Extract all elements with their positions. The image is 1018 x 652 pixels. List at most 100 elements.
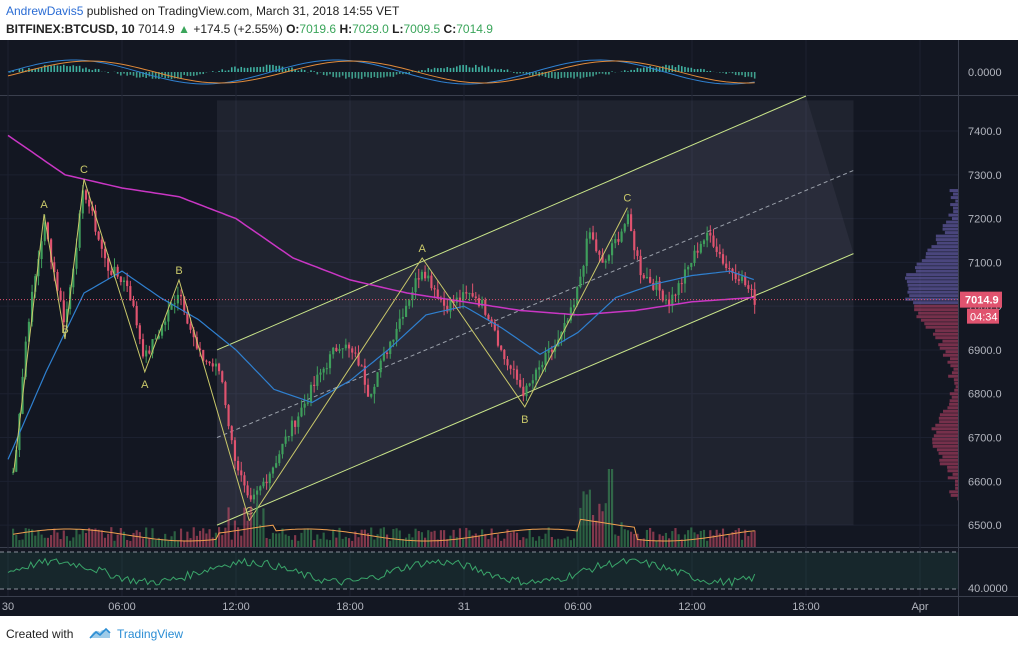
open-value: 7019.6 <box>299 22 337 36</box>
volume-bar <box>18 540 21 547</box>
candle-body <box>278 454 281 464</box>
macd-hist-bar <box>373 72 376 77</box>
time-tick-label: 31 <box>458 601 470 613</box>
candle-body <box>78 213 81 248</box>
volume-bar <box>252 513 256 547</box>
macd-hist-bar <box>313 71 315 72</box>
volume-bar <box>427 530 430 547</box>
macd-hist-bar <box>557 72 559 79</box>
volume-bar <box>243 507 246 547</box>
candle-body <box>294 420 297 427</box>
candle-body <box>582 265 585 277</box>
macd-hist-bar <box>430 69 433 72</box>
macd-hist-bar <box>62 64 65 72</box>
price-tick-label: 7400.0 <box>968 126 1002 138</box>
candle-body <box>620 231 623 242</box>
volume-bar <box>208 529 211 547</box>
volume-bar <box>230 539 233 547</box>
candle-body <box>281 443 284 455</box>
volume-profile-bar <box>942 224 958 228</box>
candle-body <box>595 239 598 252</box>
candle-body <box>84 190 88 200</box>
candle-body <box>240 470 243 476</box>
wave-label: B <box>175 265 182 277</box>
high-value: 7029.0 <box>352 22 389 36</box>
candle-body <box>585 238 588 266</box>
volume-bar <box>449 535 452 547</box>
macd-hist-bar <box>516 72 518 74</box>
volume-bar <box>135 530 138 547</box>
wave-label: A <box>40 199 48 211</box>
candle-body <box>728 268 731 270</box>
macd-hist-bar <box>719 72 721 73</box>
candle-body <box>674 294 677 296</box>
macd-hist-bar <box>421 70 423 72</box>
macd-hist-bar <box>78 65 81 72</box>
volume-bar <box>443 530 446 547</box>
rsi-line <box>7 557 756 588</box>
volume-bar <box>721 528 725 547</box>
candle-body <box>252 494 256 500</box>
price-chart[interactable]: 30 06:00 12:00 18:00 31 06:00 12:00 18:00 Apr 650… <box>0 40 1018 616</box>
macd-hist-bar <box>123 72 125 74</box>
candle-body <box>446 305 449 312</box>
volume-profile-bar <box>913 301 958 305</box>
volume-profile-bar <box>914 266 958 270</box>
macd-hist-bar <box>604 72 607 75</box>
price-tick-label: 7300.0 <box>968 170 1002 182</box>
candle-body <box>712 235 715 247</box>
tradingview-logo-icon <box>89 627 111 639</box>
candle-body <box>103 248 107 259</box>
candle-body <box>544 352 547 365</box>
macd-hist-bar <box>297 70 300 72</box>
candle-body <box>341 348 344 350</box>
candle-body <box>591 232 595 240</box>
volume-bar <box>281 528 284 547</box>
volume-bar <box>528 529 531 547</box>
tradingview-link[interactable]: TradingView <box>117 627 184 641</box>
volume-bar <box>40 534 43 547</box>
volume-profile-bar <box>953 210 958 214</box>
author-link[interactable]: AndrewDavis5 <box>6 4 84 18</box>
volume-bar <box>420 532 423 547</box>
volume-bar <box>398 530 401 547</box>
macd-hist-bar <box>528 72 531 76</box>
macd-hist-bar <box>750 72 753 78</box>
volume-bar <box>56 532 59 547</box>
macd-hist-bar <box>221 69 224 72</box>
macd-hist-bar <box>56 65 59 72</box>
candle-body <box>753 289 756 305</box>
volume-profile-bar <box>925 252 958 256</box>
volume-profile-bar <box>953 378 958 382</box>
volume-bars <box>11 469 756 547</box>
volume-profile-bar <box>942 353 958 357</box>
volume-bar <box>614 534 617 547</box>
candle-body <box>186 312 189 324</box>
candle-body <box>496 330 500 346</box>
volume-bar <box>525 538 528 547</box>
candle-body <box>335 347 338 352</box>
volume-profile-bar <box>949 392 958 396</box>
macd-hist-bar <box>177 72 179 79</box>
wave-label: C <box>623 193 631 205</box>
macd-hist-bar <box>376 72 379 78</box>
volume-bar <box>202 528 205 547</box>
volume-bar <box>645 529 649 547</box>
macd-hist-bar <box>417 70 420 72</box>
macd-hist-bar <box>332 72 334 77</box>
volume-bar <box>46 537 50 547</box>
candle-body <box>230 426 233 441</box>
volume-bar <box>411 537 414 547</box>
macd-hist-bar <box>579 72 582 79</box>
candle-body <box>484 299 487 315</box>
candle-body <box>550 349 553 352</box>
time-tick-label: 06:00 <box>108 601 136 613</box>
macd-hist-bar <box>592 72 594 77</box>
volume-bar <box>401 538 404 547</box>
volume-bar <box>319 538 322 547</box>
candle-body <box>132 300 135 306</box>
price-tick-label: 6900.0 <box>968 345 1002 357</box>
volume-bar <box>753 530 756 547</box>
volume-bar <box>344 536 347 547</box>
volume-bar <box>116 534 119 547</box>
